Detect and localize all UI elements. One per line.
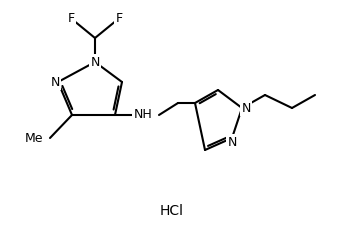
Text: F: F (116, 13, 122, 25)
Text: N: N (241, 102, 251, 114)
Text: N: N (50, 75, 60, 89)
Text: HCl: HCl (160, 204, 184, 218)
Text: N: N (90, 55, 100, 69)
Text: Me: Me (24, 131, 43, 144)
Text: F: F (67, 13, 75, 25)
Text: NH: NH (133, 109, 152, 121)
Text: N: N (227, 136, 237, 148)
